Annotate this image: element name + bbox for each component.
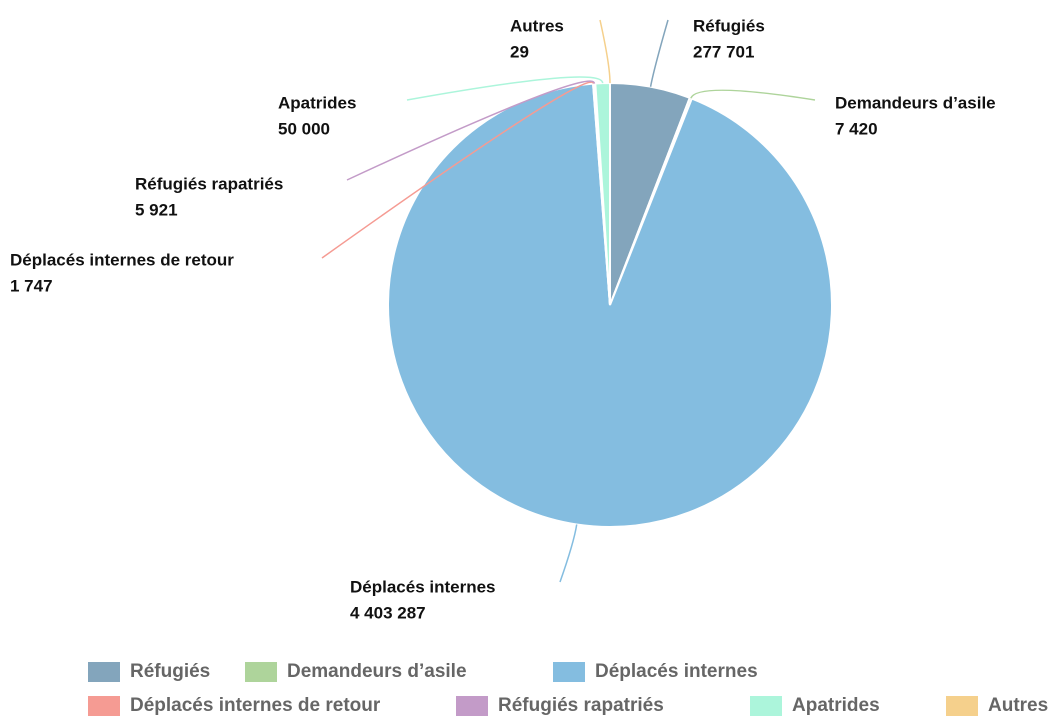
slice-label: Déplacés internes	[350, 577, 496, 596]
slice-label: Réfugiés	[693, 16, 765, 35]
legend-swatch	[88, 662, 120, 682]
legend-label: Réfugiés	[130, 661, 210, 682]
slice-label: Demandeurs d’asile	[835, 93, 996, 112]
legend-swatch	[88, 696, 120, 716]
legend-swatch	[245, 662, 277, 682]
leader-line	[346, 80, 596, 181]
slice-label: Apatrides	[278, 93, 356, 112]
slice-label: Réfugiés rapatriés	[135, 174, 283, 193]
leader-line	[690, 89, 816, 101]
legend-swatch	[553, 662, 585, 682]
slice-label: Déplacés internes de retour	[10, 250, 234, 269]
slice-value: 7 420	[835, 119, 878, 138]
legend-label: Demandeurs d’asile	[287, 661, 467, 682]
slice-value: 29	[510, 42, 529, 61]
slice-value: 50 000	[278, 119, 330, 138]
legend-label: Déplacés internes de retour	[130, 695, 381, 716]
legend-label: Réfugiés rapatriés	[498, 695, 664, 716]
slice-label: Autres	[510, 16, 564, 35]
legend-swatch	[456, 696, 488, 716]
leader-line	[321, 81, 595, 259]
legend-label: Autres	[988, 695, 1048, 716]
leader-line	[649, 19, 669, 87]
pie-slice	[387, 82, 833, 528]
leader-line	[559, 524, 578, 583]
slice-value: 1 747	[10, 276, 53, 295]
legend-label: Déplacés internes	[595, 661, 758, 682]
legend-swatch	[750, 696, 782, 716]
slice-value: 5 921	[135, 200, 178, 219]
legend-label: Apatrides	[792, 695, 880, 716]
leader-line	[406, 76, 604, 101]
slice-value: 4 403 287	[350, 603, 426, 622]
leader-line	[599, 19, 611, 84]
slice-value: 277 701	[693, 42, 754, 61]
legend-swatch	[946, 696, 978, 716]
